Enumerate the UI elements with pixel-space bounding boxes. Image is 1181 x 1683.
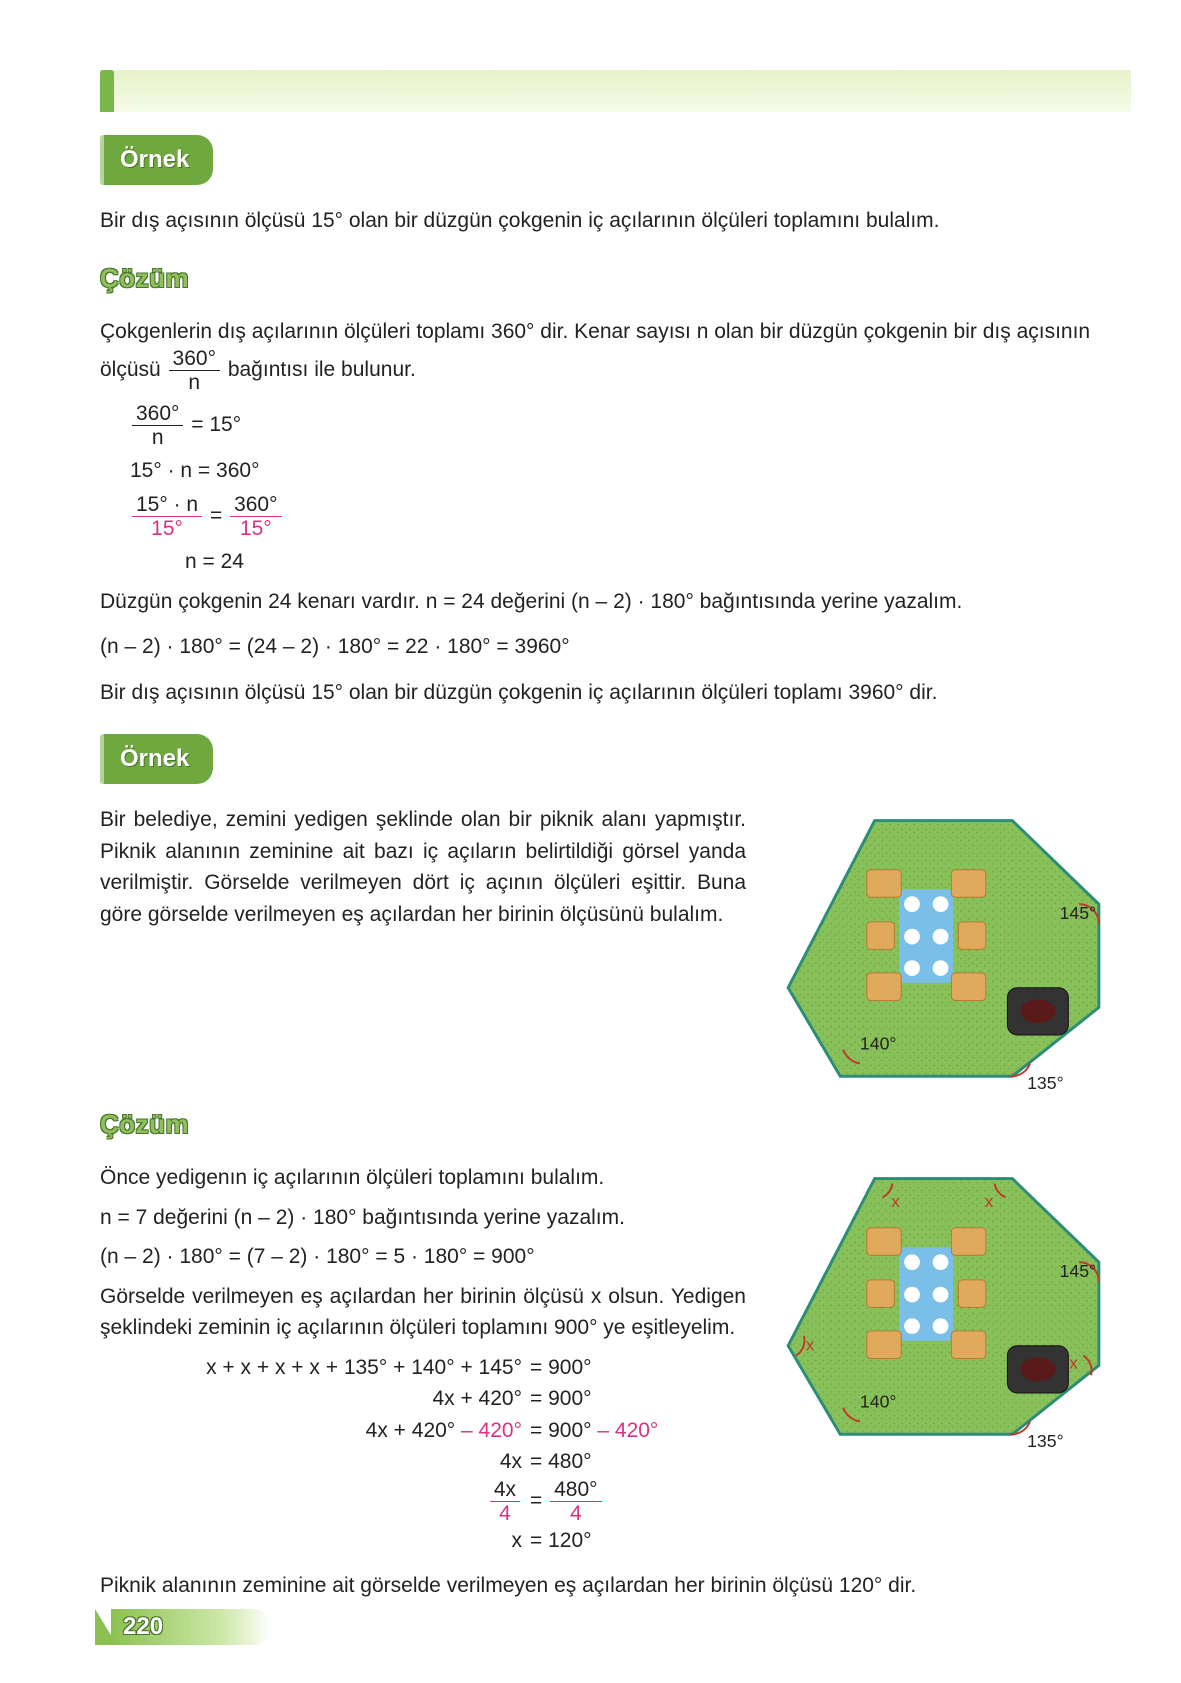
- eq-row: x + x + x + x + 135° + 140° + 145° = 900…: [130, 1352, 746, 1384]
- s1-intro: Çokgenlerin dış açılarının ölçüleri topl…: [100, 316, 1121, 395]
- s2-solution-row: Önce yedigenın iç açılarının ölçüleri to…: [100, 1154, 1121, 1556]
- frac-num: 360°: [132, 402, 183, 425]
- label-example-1: Örnek: [100, 135, 213, 185]
- eq-lhs: x + x + x + x + 135° + 140° + 145°: [130, 1352, 530, 1384]
- s2-sol1: Önce yedigenın iç açılarının ölçüleri to…: [100, 1162, 746, 1194]
- x-label: x: [1069, 1353, 1078, 1372]
- label-solution-2: Çözüm: [100, 1105, 189, 1144]
- angle-label-135: 135°: [1027, 1431, 1064, 1449]
- eq-pink: – 420°: [597, 1419, 658, 1442]
- eq-part: 4x + 420°: [366, 1419, 461, 1442]
- s2-problem-row: Bir belediye, zemini yedigen şeklinde ol…: [100, 796, 1121, 1091]
- eq-row: 4x + 420° = 900°: [130, 1383, 746, 1415]
- s2-problem: Bir belediye, zemini yedigen şeklinde ol…: [100, 804, 746, 930]
- grill-icon: [1007, 1346, 1068, 1393]
- frac: 480° 4: [550, 1478, 601, 1525]
- header-tab: [100, 70, 114, 112]
- frac: 4x 4: [490, 1478, 520, 1525]
- eq-rhs: = 120°: [530, 1525, 592, 1557]
- frac-den: 15°: [132, 516, 202, 540]
- s1-line4: Bir dış açısının ölçüsü 15° olan bir düz…: [100, 677, 1121, 709]
- frac-num: 360°: [230, 493, 281, 516]
- x-label: x: [985, 1192, 994, 1211]
- eq-lhs: 4x + 420°: [130, 1383, 530, 1415]
- eq-lhs: 4x 4: [130, 1478, 530, 1525]
- eq-lhs: 4x + 420° – 420°: [130, 1415, 530, 1447]
- angle-label-145: 145°: [1060, 1261, 1097, 1281]
- page-number: 220: [123, 1609, 163, 1645]
- eq-row: 4x + 420° – 420° = 900° – 420°: [130, 1415, 746, 1447]
- s1-problem: Bir dış açısının ölçüsü 15° olan bir düz…: [100, 205, 1121, 237]
- frac: 15° · n 15°: [132, 493, 202, 540]
- heptagon-svg-1: 145° 140° 135°: [766, 796, 1121, 1091]
- angle-label-135: 135°: [1027, 1073, 1064, 1091]
- frac-num: 4x: [490, 1478, 520, 1501]
- eq-rhs: = 900°: [530, 1352, 592, 1384]
- page-content: Örnek Bir dış açısının ölçüsü 15° olan b…: [100, 135, 1121, 1610]
- s1-eq4: n = 24: [185, 546, 1121, 578]
- frac: 360° 15°: [230, 493, 281, 540]
- eq-row: 4x = 480°: [130, 1446, 746, 1478]
- frac-den: 4: [490, 1501, 520, 1525]
- s2-conclusion: Piknik alanının zeminine ait görselde ve…: [100, 1570, 1121, 1602]
- page-number-container: 220: [95, 1609, 271, 1645]
- eq-row: x = 120°: [130, 1525, 746, 1557]
- s1-eq1: 360° n = 15°: [130, 402, 1121, 449]
- x-label: x: [891, 1192, 900, 1211]
- frac-num: 360°: [169, 347, 220, 370]
- s1-frac-intro: 360° n: [169, 347, 220, 394]
- eq-rhs: = 900° – 420°: [530, 1415, 658, 1447]
- eq-rhs: = 480°: [530, 1446, 592, 1478]
- label-solution-1: Çözüm: [100, 259, 189, 298]
- header-strip: [100, 70, 1131, 112]
- eq-mid: =: [210, 504, 228, 527]
- s2-aligned-equations: x + x + x + x + 135° + 140° + 145° = 900…: [130, 1352, 746, 1557]
- eq-lhs: 4x: [130, 1446, 530, 1478]
- angle-label-140: 140°: [860, 1392, 897, 1412]
- s1-line3: (n – 2) · 180° = (24 – 2) · 180° = 22 · …: [100, 631, 1121, 663]
- s1-line2: Düzgün çokgenin 24 kenarı vardır. n = 24…: [100, 586, 1121, 618]
- angle-label-145: 145°: [1060, 903, 1097, 923]
- page-number-bar: 220: [111, 1609, 271, 1645]
- eq-rhs: = 480° 4: [530, 1478, 604, 1525]
- s1-eq2: 15° · n = 360°: [130, 455, 1121, 487]
- s2-sol3: (n – 2) · 180° = (7 – 2) · 180° = 5 · 18…: [100, 1241, 746, 1273]
- eq-rhs: = 900°: [530, 1383, 592, 1415]
- heptagon-figure-1: 145° 140° 135°: [766, 796, 1121, 1091]
- grill-icon: [1007, 988, 1068, 1035]
- frac-num: 15° · n: [132, 493, 202, 516]
- frac-num: 480°: [550, 1478, 601, 1501]
- s2-sol2: n = 7 değerini (n – 2) · 180° bağıntısın…: [100, 1202, 746, 1234]
- heptagon-figure-2: x x 145° x 135° 140° x: [766, 1154, 1121, 1556]
- heptagon-svg-2: x x 145° x 135° 140° x: [766, 1154, 1121, 1449]
- frac-den: n: [169, 370, 220, 394]
- s1-eq3: 15° · n 15° = 360° 15°: [130, 493, 1121, 540]
- s2-sol4: Görselde verilmeyen eş açılardan her bir…: [100, 1281, 746, 1344]
- frac-den: 15°: [230, 516, 281, 540]
- eq-lhs: x: [130, 1525, 530, 1557]
- x-label: x: [806, 1336, 815, 1355]
- label-example-2: Örnek: [100, 734, 213, 784]
- eq-part: = 900°: [530, 1419, 597, 1442]
- eq-rhs: = 15°: [191, 413, 241, 436]
- eq-row: 4x 4 = 480° 4: [130, 1478, 746, 1525]
- frac-den: n: [132, 425, 183, 449]
- eq-pink: – 420°: [461, 1419, 522, 1442]
- s1-intro-b: bağıntısı ile bulunur.: [228, 358, 416, 381]
- frac-den: 4: [550, 1501, 601, 1525]
- angle-label-140: 140°: [860, 1034, 897, 1054]
- frac: 360° n: [132, 402, 183, 449]
- eq-mid: =: [530, 1489, 548, 1512]
